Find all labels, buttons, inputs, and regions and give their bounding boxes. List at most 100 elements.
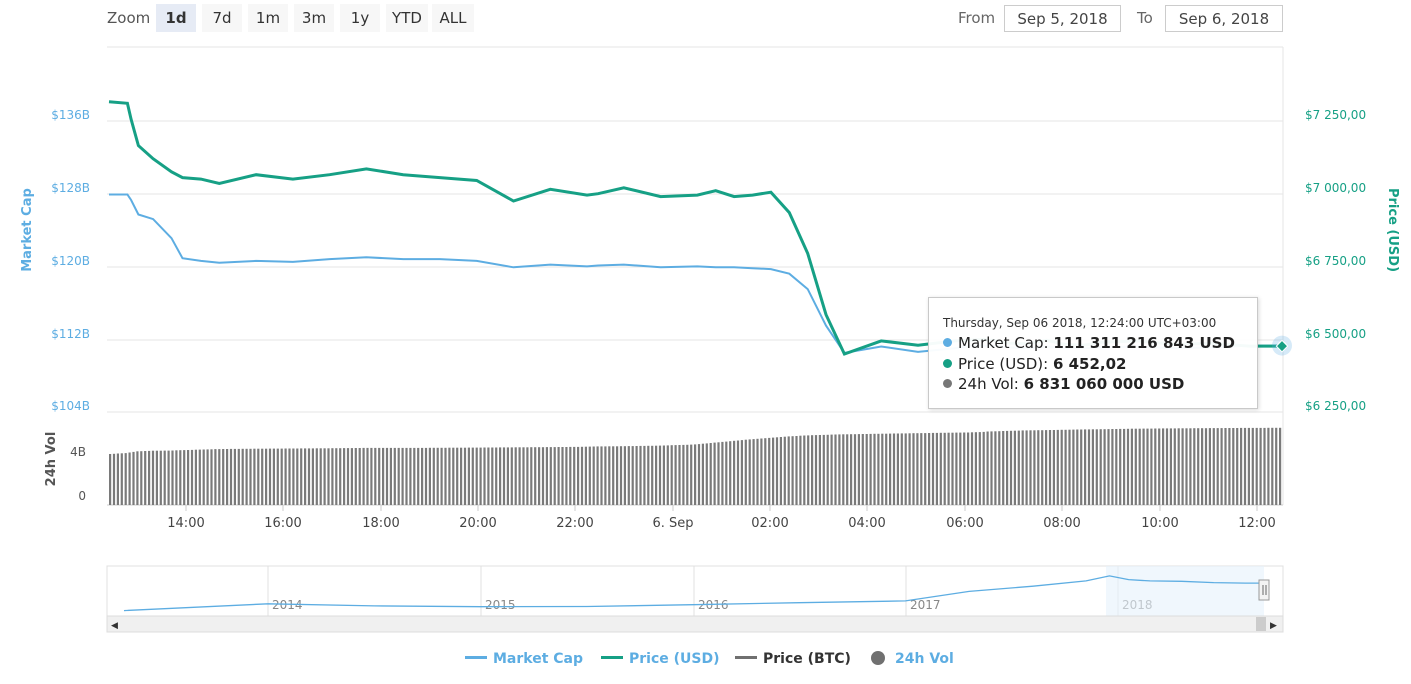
right-axis-tick-label: $6 250,00 bbox=[1305, 399, 1366, 413]
zoom-ytd-button[interactable]: YTD bbox=[386, 4, 428, 32]
volume-bar bbox=[885, 433, 888, 505]
volume-bar bbox=[713, 442, 716, 505]
volume-bar bbox=[557, 447, 560, 505]
volume-bar bbox=[393, 447, 396, 505]
zoom-3m-button[interactable]: 3m bbox=[294, 4, 334, 32]
volume-bar bbox=[522, 447, 525, 505]
volume-bar bbox=[1033, 430, 1036, 505]
legend-price-btc[interactable]: Price (BTC) bbox=[735, 651, 851, 667]
volume-bar bbox=[1201, 428, 1204, 505]
volume-bar bbox=[163, 450, 166, 505]
volume-bar bbox=[853, 434, 857, 505]
volume-bar bbox=[136, 451, 139, 505]
volume-bar bbox=[307, 448, 311, 505]
volume-bar bbox=[518, 447, 521, 505]
navigator-year-label: 2016 bbox=[698, 598, 729, 612]
legend-price-usd[interactable]: Price (USD) bbox=[601, 651, 720, 667]
volume-bar bbox=[1134, 428, 1137, 505]
navigator-frame bbox=[106, 565, 1284, 617]
volume-bar bbox=[1103, 429, 1106, 505]
volume-bar bbox=[928, 433, 931, 505]
volume-bar bbox=[206, 449, 209, 505]
volume-bar bbox=[733, 440, 736, 505]
volume-bar bbox=[986, 431, 989, 505]
tooltip-header: Thursday, Sep 06 2018, 12:24:00 UTC+03:0… bbox=[943, 316, 1217, 330]
volume-bar bbox=[600, 446, 603, 505]
price-usd-line-icon bbox=[601, 656, 623, 659]
zoom-7d-button[interactable]: 7d bbox=[202, 4, 242, 32]
volume-bar bbox=[1138, 428, 1141, 505]
x-tick-label: 10:00 bbox=[1141, 516, 1178, 531]
zoom-all-button[interactable]: ALL bbox=[432, 4, 474, 32]
zoom-1m-button[interactable]: 1m bbox=[248, 4, 288, 32]
volume-bar bbox=[514, 447, 517, 505]
volume-bar bbox=[549, 447, 552, 505]
zoom-1y-button[interactable]: 1y bbox=[340, 4, 380, 32]
volume-bar bbox=[748, 439, 751, 505]
volume-bar bbox=[452, 447, 455, 505]
volume-bar bbox=[526, 447, 529, 505]
volume-bar bbox=[682, 444, 685, 505]
volume-bar bbox=[534, 447, 537, 505]
volume-bar bbox=[658, 445, 662, 505]
volume-bar bbox=[140, 451, 143, 505]
volume-bar bbox=[1123, 428, 1126, 505]
volume-bar bbox=[799, 435, 802, 505]
tooltip-row-volume: 24h Vol: 6 831 060 000 USD bbox=[943, 375, 1184, 393]
legend-24h-vol[interactable]: 24h Vol bbox=[871, 651, 954, 667]
volume-bar bbox=[155, 450, 158, 505]
volume-bar bbox=[912, 433, 915, 505]
to-label: To bbox=[1137, 9, 1153, 27]
legend-market-cap[interactable]: Market Cap bbox=[465, 651, 583, 667]
from-label: From bbox=[958, 9, 996, 27]
volume-bar bbox=[970, 432, 974, 505]
volume-bar bbox=[210, 449, 213, 505]
volume-bar bbox=[487, 447, 490, 505]
volume-bar bbox=[1072, 429, 1075, 505]
volume-bar bbox=[896, 433, 899, 505]
volume-bar bbox=[257, 448, 260, 505]
from-date-input[interactable]: Sep 5, 2018 bbox=[1004, 5, 1121, 32]
volume-bar bbox=[187, 450, 190, 505]
volume-bar bbox=[389, 447, 392, 505]
volume-bar bbox=[990, 431, 993, 505]
x-tick-label: 20:00 bbox=[459, 516, 496, 531]
volume-bar bbox=[151, 450, 155, 505]
volume-bar bbox=[850, 434, 853, 505]
volume-bar bbox=[354, 448, 357, 505]
volume-bar bbox=[822, 434, 825, 505]
volume-bar bbox=[924, 433, 927, 505]
volume-bar bbox=[1060, 429, 1063, 505]
volume-bar bbox=[385, 447, 389, 505]
volume-bar bbox=[510, 447, 513, 505]
volume-bar bbox=[573, 446, 576, 505]
zoom-label: Zoom bbox=[107, 9, 151, 27]
tooltip-row-price: Price (USD): 6 452,02 bbox=[943, 355, 1126, 373]
zoom-1d-button[interactable]: 1d bbox=[156, 4, 196, 32]
volume-bar bbox=[1228, 428, 1231, 505]
volume-bar bbox=[370, 447, 373, 505]
volume-bar bbox=[132, 451, 135, 505]
volume-bar bbox=[374, 447, 377, 505]
volume-bar bbox=[736, 440, 740, 505]
left-axis-tick-label: $136B bbox=[51, 108, 90, 122]
to-date-input[interactable]: Sep 6, 2018 bbox=[1165, 5, 1283, 32]
volume-bar bbox=[198, 449, 201, 505]
volume-bar bbox=[904, 433, 907, 505]
volume-bar bbox=[861, 434, 864, 505]
volume-bar bbox=[1021, 430, 1024, 505]
volume-bar bbox=[1263, 427, 1266, 505]
volume-bar bbox=[982, 431, 985, 505]
volume-bar bbox=[409, 447, 412, 505]
volume-bar bbox=[596, 446, 599, 505]
volume-bar bbox=[112, 453, 116, 505]
volume-bar bbox=[791, 436, 794, 505]
volume-bar bbox=[483, 447, 486, 505]
right-axis-tick-label: $6 750,00 bbox=[1305, 254, 1366, 268]
volume-bar bbox=[803, 435, 806, 505]
volume-bar bbox=[1017, 430, 1020, 505]
volume-bar bbox=[561, 447, 564, 505]
volume-bar bbox=[1025, 430, 1028, 505]
volume-bar bbox=[892, 433, 896, 505]
